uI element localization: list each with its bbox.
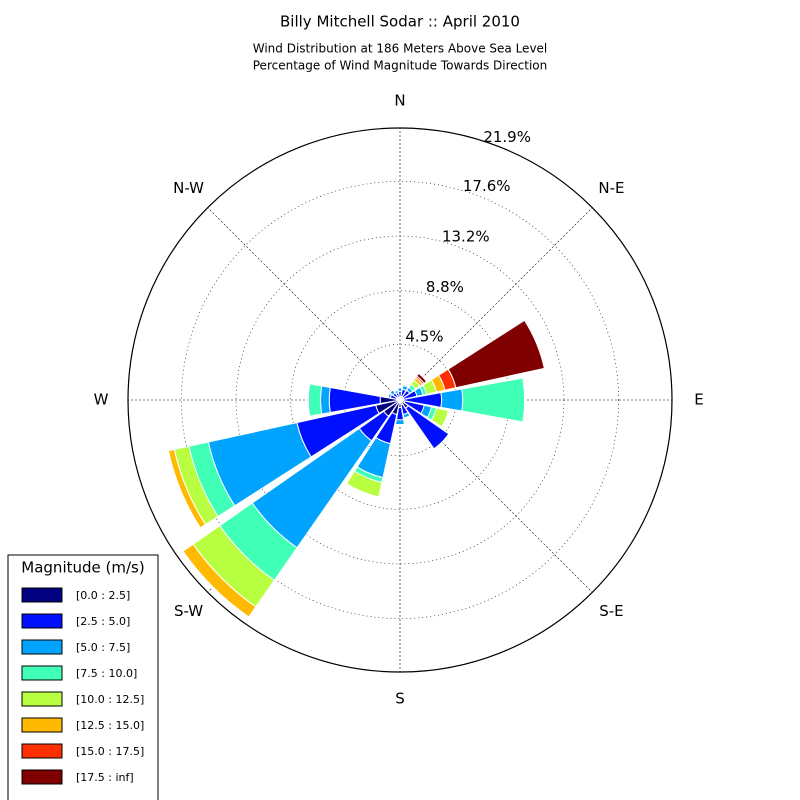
wedge [522,377,526,423]
wedge [320,385,331,415]
legend-swatch [21,743,63,759]
wedge [307,383,323,417]
direction-label: N-W [173,179,204,197]
legend-label: [7.5 : 10.0] [76,667,137,680]
legend-swatch [21,665,63,681]
wedge [433,433,450,450]
legend-label: [5.0 : 7.5] [76,641,130,654]
wedge [395,418,405,426]
r-tick-label: 4.5% [405,327,443,345]
legend-label: [0.0 : 2.5] [76,589,130,602]
grid-ring [181,181,619,619]
legend-label: [10.0 : 12.5] [76,693,144,706]
wedge [415,372,428,385]
grid-ring [235,235,565,565]
direction-label: E [694,391,703,409]
wedge [440,388,464,412]
direction-label: N-E [598,179,624,197]
wedge [447,319,545,389]
direction-label: S-E [599,602,623,620]
legend-label: [15.0 : 17.5] [76,745,144,758]
legend-label: [12.5 : 15.0] [76,719,144,732]
chart-subtitle: Percentage of Wind Magnitude Towards Dir… [253,59,547,73]
wedge [389,389,394,394]
wedge [403,415,411,419]
outer-frame [127,127,673,673]
legend-swatch [21,587,63,603]
legend-title: Magnitude (m/s) [21,559,144,577]
legend-swatch [21,613,63,629]
wedge [307,383,311,417]
direction-label: W [94,391,109,409]
legend-label: [2.5 : 5.0] [76,615,130,628]
r-tick-label: 17.6% [463,177,511,195]
r-tick-label: 8.8% [426,278,464,296]
legend-swatch [21,717,63,733]
r-tick-label: 21.9% [483,128,531,146]
legend-swatch [21,639,63,655]
chart-title: Billy Mitchell Sodar :: April 2010 [280,13,520,31]
wedge [403,383,409,387]
direction-label: N [394,92,405,110]
r-tick-label: 13.2% [442,228,490,246]
legend-swatch [21,691,63,707]
legend-label: [17.5 : inf] [76,771,134,784]
chart-subtitle: Wind Distribution at 186 Meters Above Se… [253,42,548,56]
direction-label: S [395,690,405,708]
legend-swatch [21,769,63,785]
direction-label: S-W [174,602,203,620]
